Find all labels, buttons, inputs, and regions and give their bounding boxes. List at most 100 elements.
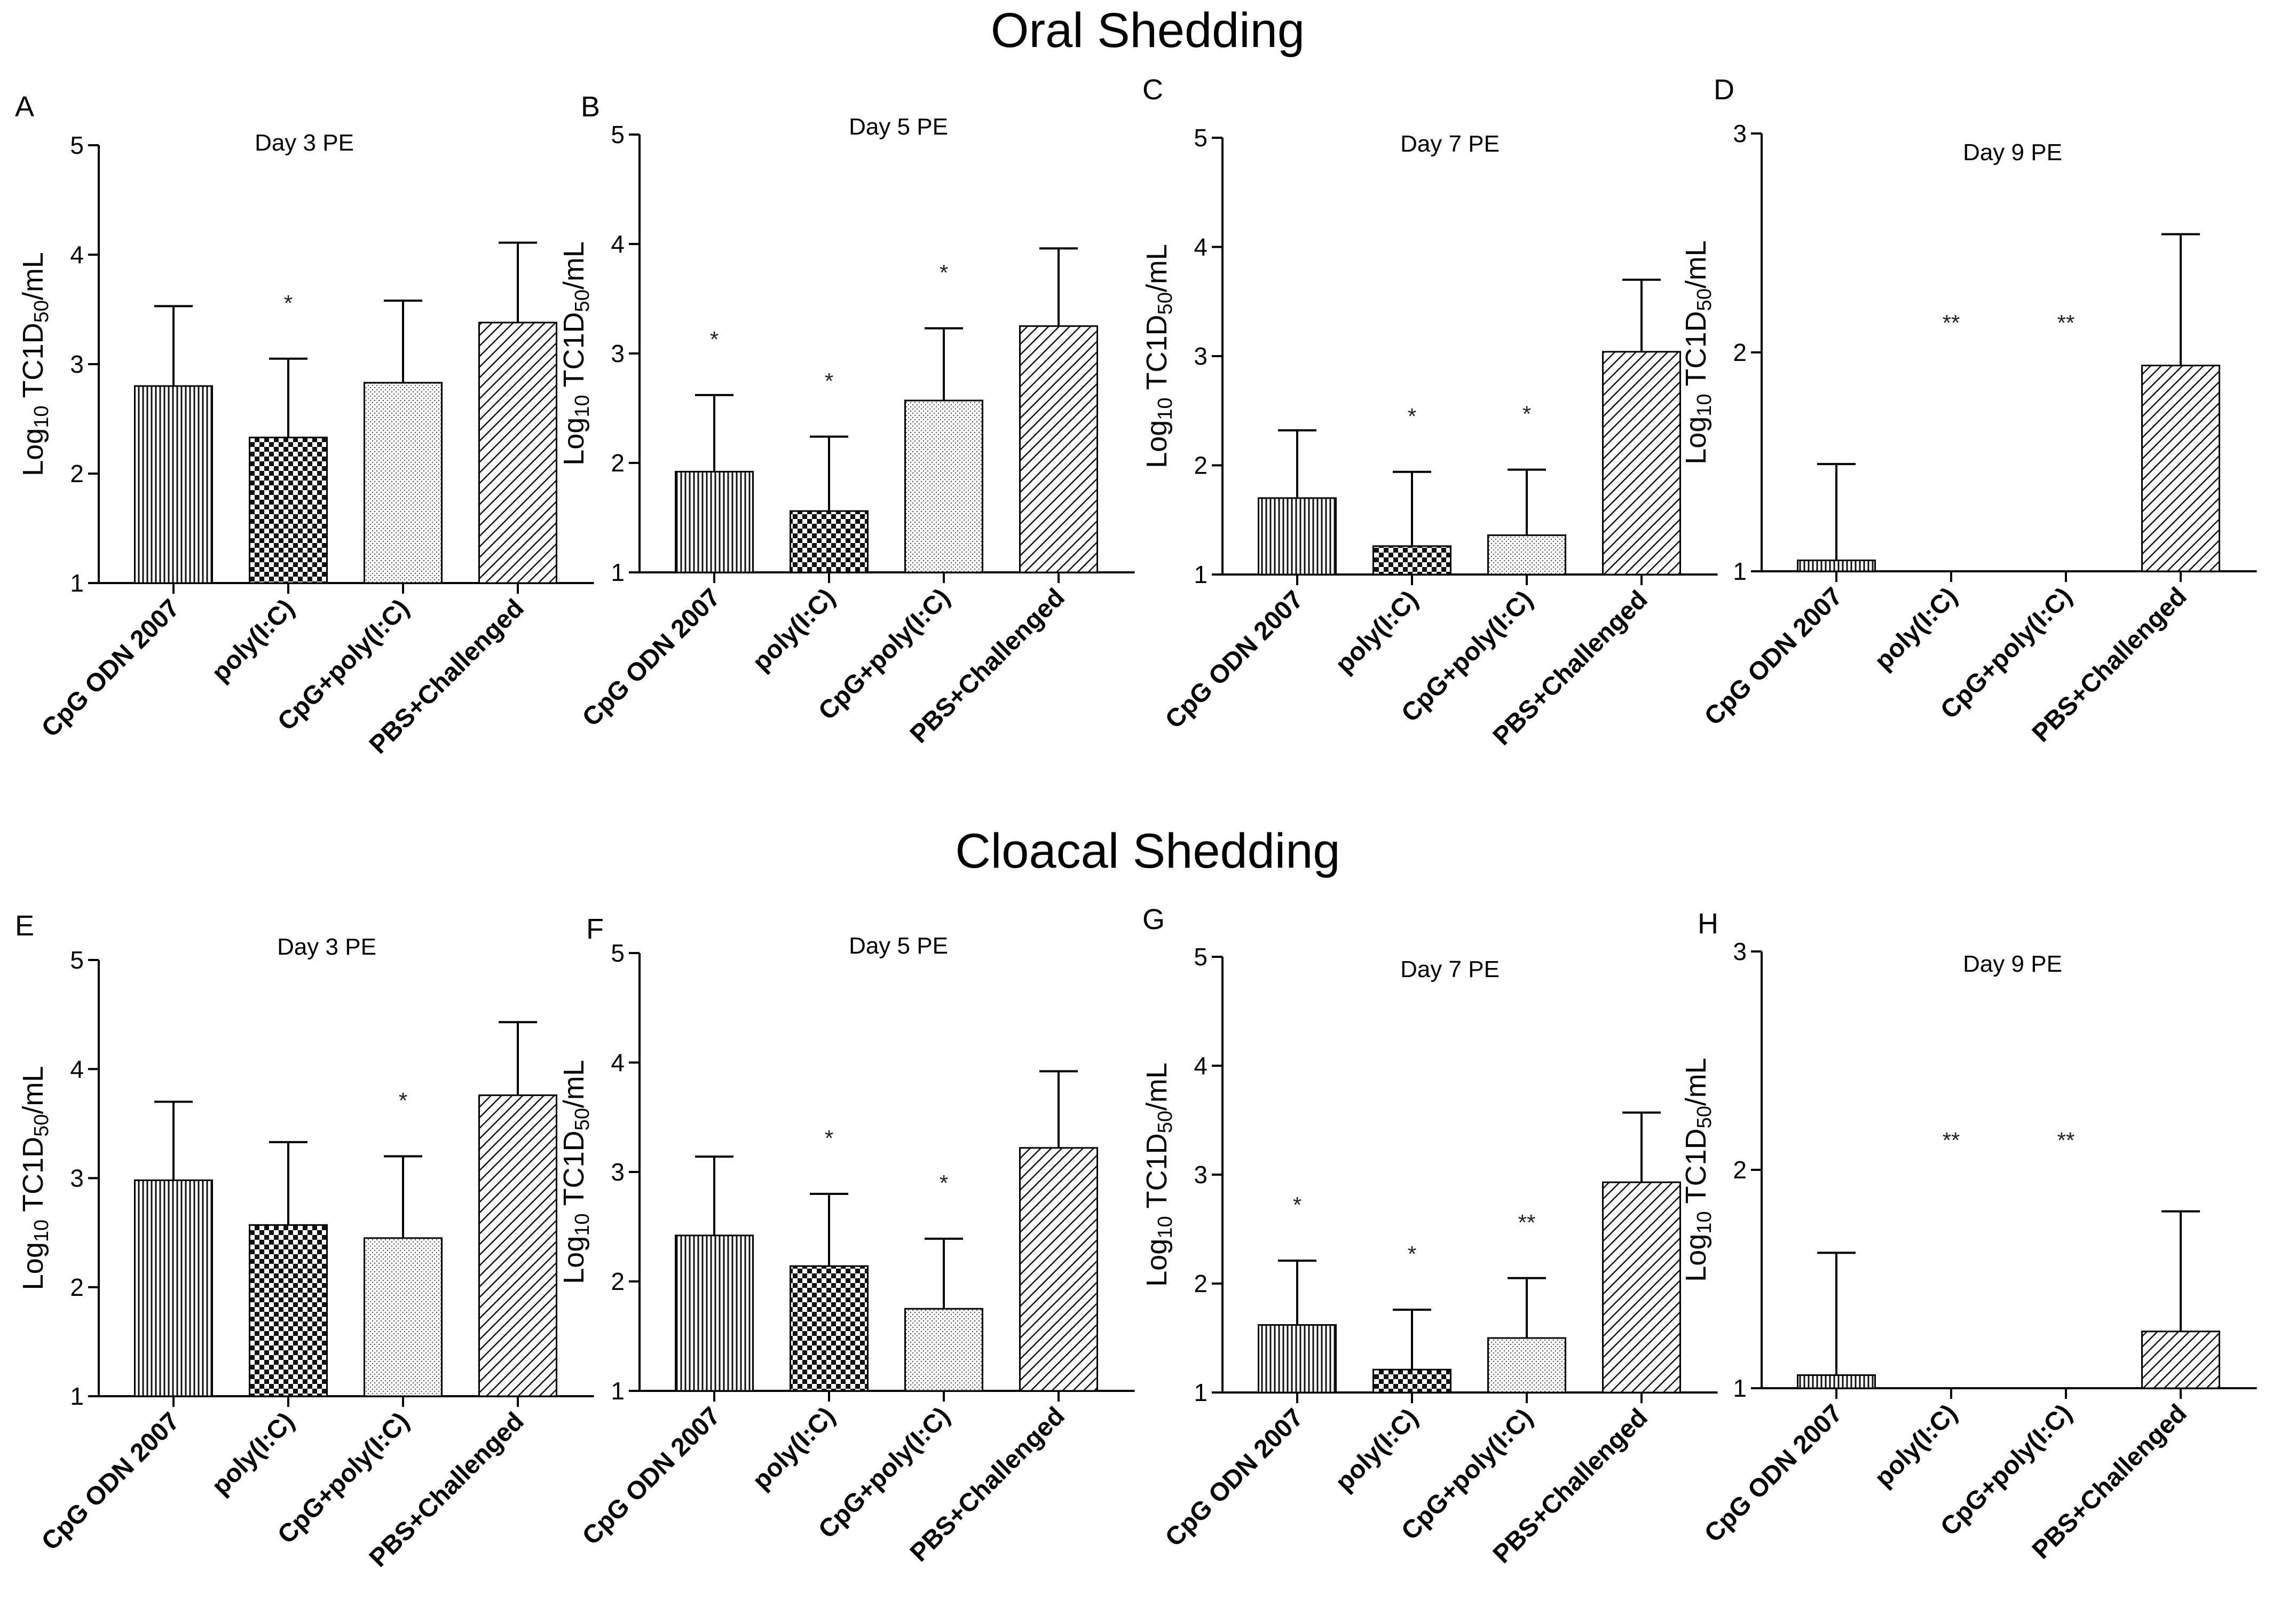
significance-marker: *: [399, 1088, 407, 1113]
y-label-text: TC1D: [1680, 311, 1712, 394]
cloacal-shedding-title: Cloacal Shedding: [955, 824, 1340, 878]
y-tick-label: 3: [1194, 1161, 1208, 1189]
y-tick-label: 1: [70, 569, 84, 597]
category-label: CpG ODN 2007: [577, 583, 726, 732]
y-tick-label: 1: [611, 558, 625, 586]
category-label: CpG ODN 2007: [1160, 585, 1309, 734]
y-label-subscript: 50: [30, 300, 53, 322]
y-label-text: TC1D: [17, 1137, 49, 1219]
category-label: poly(I:C): [1869, 582, 1963, 675]
bar: [1258, 497, 1337, 576]
category-label: poly(I:C): [1869, 1399, 1963, 1492]
y-tick-label: 1: [611, 1377, 625, 1405]
category-label: poly(I:C): [747, 583, 841, 676]
panel-letter: D: [1714, 74, 1734, 106]
y-axis-label: Log10 TC1D50/mL: [17, 252, 53, 476]
bar: [478, 1094, 557, 1397]
significance-marker: *: [284, 290, 293, 316]
y-label-text: /mL: [558, 1060, 590, 1108]
bar: [364, 382, 443, 584]
bar: [675, 470, 754, 573]
y-label-text: Log: [558, 1236, 590, 1284]
bar: [364, 1237, 443, 1397]
significance-marker: *: [825, 1126, 833, 1151]
y-label-text: Log: [1680, 416, 1712, 465]
y-label-text: TC1D: [558, 1130, 590, 1213]
y-label-text: Log: [1141, 1239, 1173, 1287]
y-tick-label: 2: [70, 460, 84, 487]
y-label-text: /mL: [558, 241, 590, 289]
bar: [1019, 325, 1098, 573]
y-label-subscript: 50: [30, 1114, 53, 1137]
y-tick-label: 2: [611, 1268, 625, 1295]
y-label-subscript: 50: [1154, 1111, 1177, 1133]
panel-letter: E: [15, 910, 34, 942]
bar: [675, 1234, 754, 1392]
y-label-text: TC1D: [1141, 1133, 1173, 1216]
category-label: CpG ODN 2007: [577, 1402, 726, 1551]
y-tick-label: 1: [1194, 561, 1208, 588]
y-axis-label: Log10 TC1D50/mL: [1680, 240, 1716, 465]
y-label-subscript: 50: [571, 1108, 594, 1130]
bar: [249, 436, 328, 584]
y-axis-label: Log10 TC1D50/mL: [1680, 1058, 1716, 1282]
y-tick-label: 4: [611, 230, 625, 258]
y-tick-label: 3: [611, 340, 625, 367]
y-tick-label: 3: [611, 1158, 625, 1186]
significance-marker: *: [1522, 402, 1531, 427]
panel-title: Day 9 PE: [1963, 951, 2062, 977]
bar: [1797, 1374, 1876, 1389]
significance-marker: *: [1408, 1241, 1416, 1266]
y-label-text: /mL: [17, 252, 49, 300]
significance-marker: *: [1408, 404, 1416, 429]
panel-h: H Day 9 PE Log10 TC1D50/mL 1 2 3 CpG ODN 2007 *…: [1680, 908, 2257, 1564]
y-tick-label: 2: [1733, 1156, 1747, 1184]
y-label-subscript: 10: [1154, 397, 1177, 420]
bar: [478, 321, 557, 584]
panel-letter: B: [581, 91, 600, 123]
y-label-text: TC1D: [17, 322, 49, 405]
y-label-text: TC1D: [558, 312, 590, 395]
y-tick-label: 4: [70, 241, 84, 269]
y-tick-label: 3: [1733, 938, 1747, 965]
y-tick-label: 2: [1194, 452, 1208, 479]
bar: [134, 385, 213, 584]
panel-title: Day 9 PE: [1963, 139, 2062, 166]
y-tick-label: 4: [70, 1055, 84, 1083]
y-label-subscript: 10: [1693, 394, 1716, 416]
y-label-subscript: 50: [1693, 288, 1716, 311]
bar: [1258, 1324, 1337, 1394]
y-label-text: Log: [17, 428, 49, 476]
category-label: CpG ODN 2007: [1699, 1399, 1848, 1548]
y-label-text: /mL: [17, 1066, 49, 1114]
y-label-text: Log: [1680, 1234, 1712, 1282]
panel-f: F Day 5 PE Log10 TC1D50/mL 1 2 3 4 5 CpG ODN 200…: [558, 913, 1135, 1567]
y-tick-label: 2: [611, 449, 625, 477]
y-label-text: Log: [1141, 420, 1173, 468]
bar: [134, 1179, 213, 1397]
y-tick-label: 3: [70, 1164, 84, 1192]
y-label-subscript: 10: [1693, 1211, 1716, 1233]
significance-marker: *: [940, 260, 948, 285]
bar: [1372, 1368, 1451, 1394]
y-label-subscript: 10: [571, 395, 594, 417]
significance-marker: *: [710, 327, 719, 352]
bar: [2141, 1331, 2220, 1389]
bar: [249, 1224, 328, 1397]
significance-marker: **: [1943, 310, 1960, 335]
bar: [904, 399, 983, 573]
category-label: CpG ODN 2007: [36, 594, 185, 743]
significance-marker: **: [1518, 1210, 1536, 1235]
significance-marker: **: [2057, 310, 2075, 335]
y-label-text: TC1D: [1680, 1128, 1712, 1211]
category-label: CpG ODN 2007: [36, 1407, 185, 1556]
significance-marker: **: [1943, 1128, 1960, 1153]
y-tick-label: 2: [1194, 1270, 1208, 1297]
y-tick-label: 5: [1194, 124, 1208, 152]
category-label: poly(I:C): [1330, 585, 1424, 679]
y-label-subscript: 50: [1154, 292, 1177, 314]
